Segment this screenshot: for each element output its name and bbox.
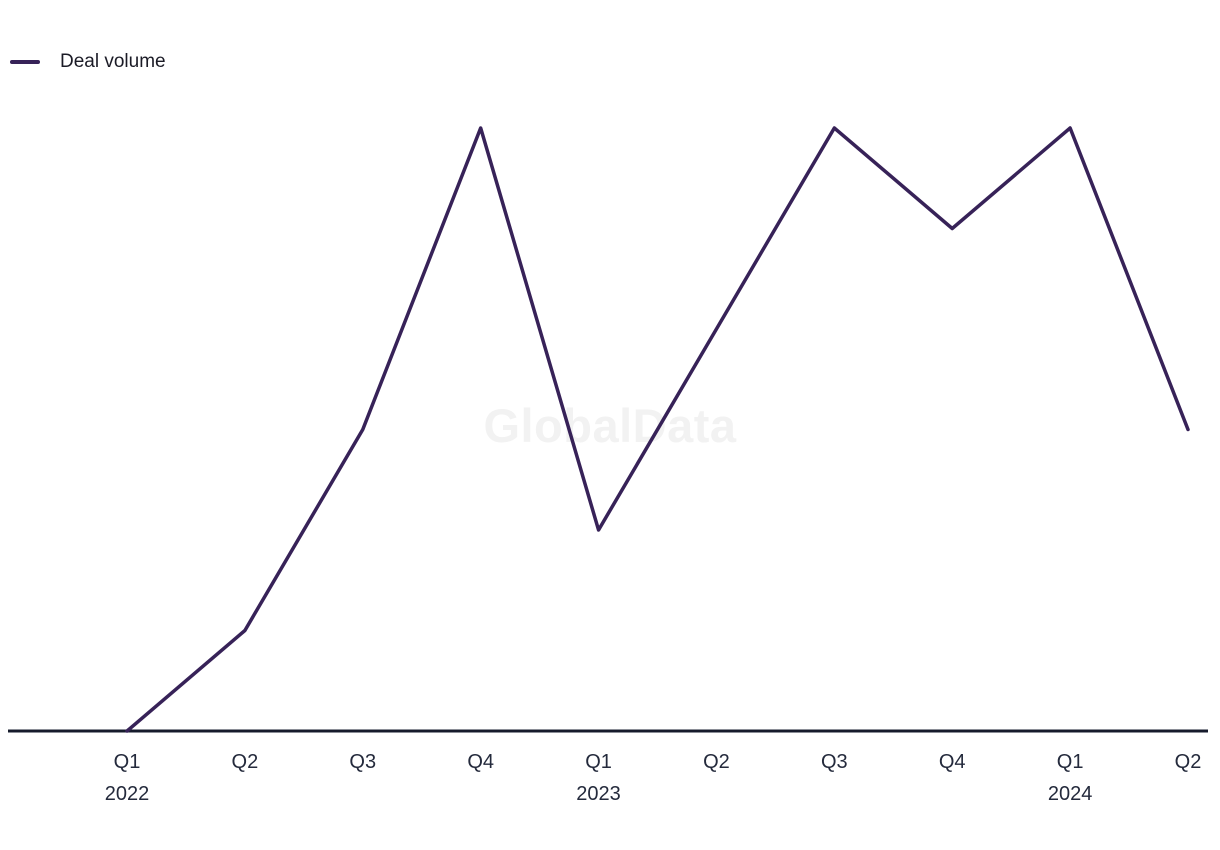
x-tick-label: Q1 xyxy=(114,751,141,773)
series-line-deal-volume xyxy=(125,126,1190,733)
x-tick-label: Q1 xyxy=(1057,751,1084,773)
x-tick-label: Q1 xyxy=(585,751,612,773)
x-tick-year-label: 2023 xyxy=(576,783,621,805)
x-tick-year-label: 2024 xyxy=(1048,783,1093,805)
x-tick-label: Q4 xyxy=(939,751,966,773)
legend-label: Deal volume xyxy=(60,51,166,72)
x-tick-label: Q3 xyxy=(349,751,376,773)
legend-item-deal-volume[interactable]: Deal volume xyxy=(10,50,166,74)
x-tick-label: Q2 xyxy=(1175,751,1202,773)
x-tick-label: Q4 xyxy=(467,751,494,773)
x-tick-year-label: 2022 xyxy=(105,783,150,805)
x-tick-label: Q2 xyxy=(703,751,730,773)
x-tick-label: Q3 xyxy=(821,751,848,773)
legend-line-swatch xyxy=(10,59,40,65)
x-tick-label: Q2 xyxy=(232,751,259,773)
